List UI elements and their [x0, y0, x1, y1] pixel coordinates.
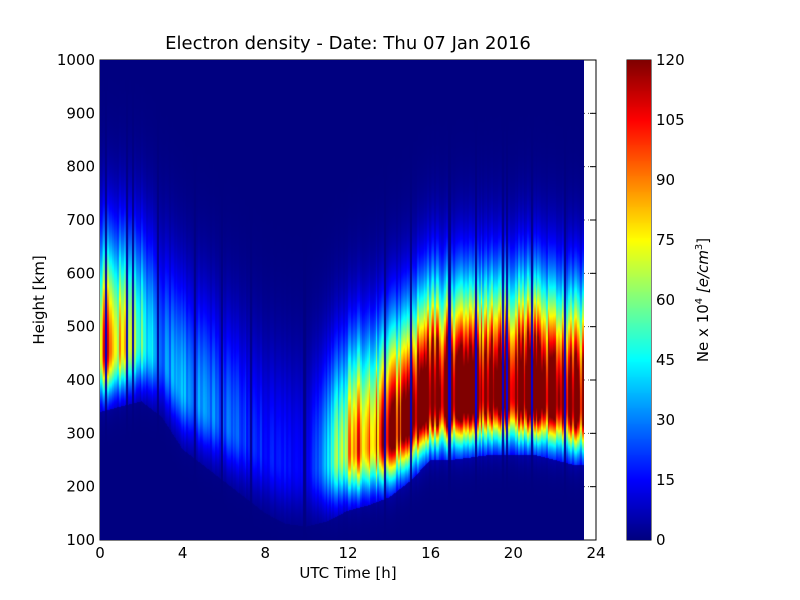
y-axis-ticks: 100 200 300 400 500 600 700 800 900 1000 [57, 51, 596, 549]
y-tick-label: 500 [66, 318, 95, 336]
colorbar-label: Ne x 104 [e/cm3] [694, 238, 712, 362]
x-tick-label: 4 [178, 544, 188, 562]
x-axis-label: UTC Time [h] [299, 564, 396, 582]
x-tick-label: 12 [338, 544, 357, 562]
colorbar-tick-label: 120 [656, 51, 685, 69]
y-tick-label: 800 [66, 158, 95, 176]
colorbar-tick-label: 15 [656, 471, 675, 489]
colorbar-tick-label: 60 [656, 291, 675, 309]
chart-title: Electron density - Date: Thu 07 Jan 2016 [165, 33, 531, 54]
heatmap-area [100, 60, 584, 540]
y-tick-label: 1000 [57, 51, 95, 69]
colorbar-unit-text: [e/cm [694, 250, 712, 293]
y-axis-label: Height [km] [30, 255, 48, 344]
y-tick-label: 200 [66, 478, 95, 496]
colorbar-tick-label: 75 [656, 231, 675, 249]
x-tick-label: 8 [261, 544, 271, 562]
colorbar [627, 60, 651, 540]
colorbar-label-exponent: 4 [694, 298, 705, 304]
svg-text:Ne x 104 [e/cm3]: Ne x 104 [e/cm3] [694, 238, 712, 362]
y-tick-label: 700 [66, 211, 95, 229]
colorbar-unit-exponent: 3 [694, 244, 705, 250]
x-tick-label: 20 [504, 544, 523, 562]
colorbar-unit-close: ] [694, 238, 712, 244]
heatmap-image [100, 60, 584, 540]
colorbar-tick-label: 30 [656, 411, 675, 429]
colorbar-tick-label: 0 [656, 531, 666, 549]
x-tick-label: 24 [586, 544, 605, 562]
y-tick-label: 600 [66, 264, 95, 282]
colorbar-tick-label: 105 [656, 111, 685, 129]
colorbar-label-text: Ne x 10 [694, 304, 712, 362]
x-tick-label: 0 [95, 544, 105, 562]
x-tick-label: 16 [421, 544, 440, 562]
y-tick-label: 300 [66, 424, 95, 442]
y-tick-label: 900 [66, 104, 95, 122]
colorbar-tick-label: 90 [656, 171, 675, 189]
colorbar-tick-label: 45 [656, 351, 675, 369]
y-tick-label: 400 [66, 371, 95, 389]
y-tick-label: 100 [66, 531, 95, 549]
colorbar-gradient [627, 60, 651, 540]
